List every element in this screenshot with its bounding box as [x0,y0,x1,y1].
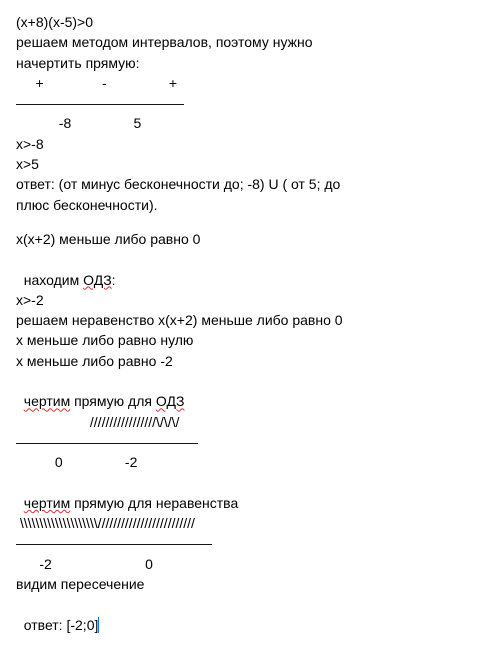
inequality-2: x(x+2) меньше либо равно 0 [16,229,484,249]
number-line: ———————————— [16,93,484,113]
text-line: x>5 [16,154,484,174]
answer-line: плюс бесконечности). [16,195,484,215]
hatching-line: \\\\\\\\\\\\\\\\\\\\////////////////////… [16,513,484,533]
text-line: чертим прямую для неравенства [16,473,484,514]
paragraph-gap [16,215,484,229]
signs-line: + - + [16,73,484,93]
text-line: x>-2 [16,290,484,310]
answer-line: ответ: [-2;0] [16,594,484,635]
text-line: видим пересечение [16,574,484,594]
number-line: ————————————— [16,432,484,452]
text-line: находим ОДЗ: [16,249,484,290]
text-line: x>-8 [16,134,484,154]
number-line-labels: 0 -2 [16,452,484,472]
inequality-1: (x+8)(x-5)>0 [16,12,484,32]
text-fragment: прямую для неравенства [70,495,238,511]
text-line: чертим прямую для ОДЗ [16,371,484,412]
answer-line: ответ: (от минус бесконечности до; -8) U… [16,174,484,194]
spellcheck-underline: чертим [24,495,70,511]
text-cursor [98,617,99,633]
text-fragment: прямую для [70,393,156,409]
hatching-line: /////////////////\/\/\/ [16,412,484,432]
number-line-labels: -2 0 [16,554,484,574]
number-line: —————————————— [16,533,484,553]
text-line: решаем неравенство x(x+2) меньше либо ра… [16,310,484,330]
number-line-labels: -8 5 [16,113,484,133]
text-line: x меньше либо равно -2 [16,351,484,371]
answer-text: ответ: [-2;0] [24,617,99,633]
text-line: x меньше либо равно нулю [16,330,484,350]
text-line: начертить прямую: [16,53,484,73]
text-line: решаем методом интервалов, поэтому нужно [16,32,484,52]
spellcheck-underline: ОДЗ [156,393,185,409]
spellcheck-underline: ОДЗ [83,272,112,288]
text-fragment: находим [24,272,83,288]
text-fragment: : [112,272,116,288]
spellcheck-underline: чертим [24,393,70,409]
